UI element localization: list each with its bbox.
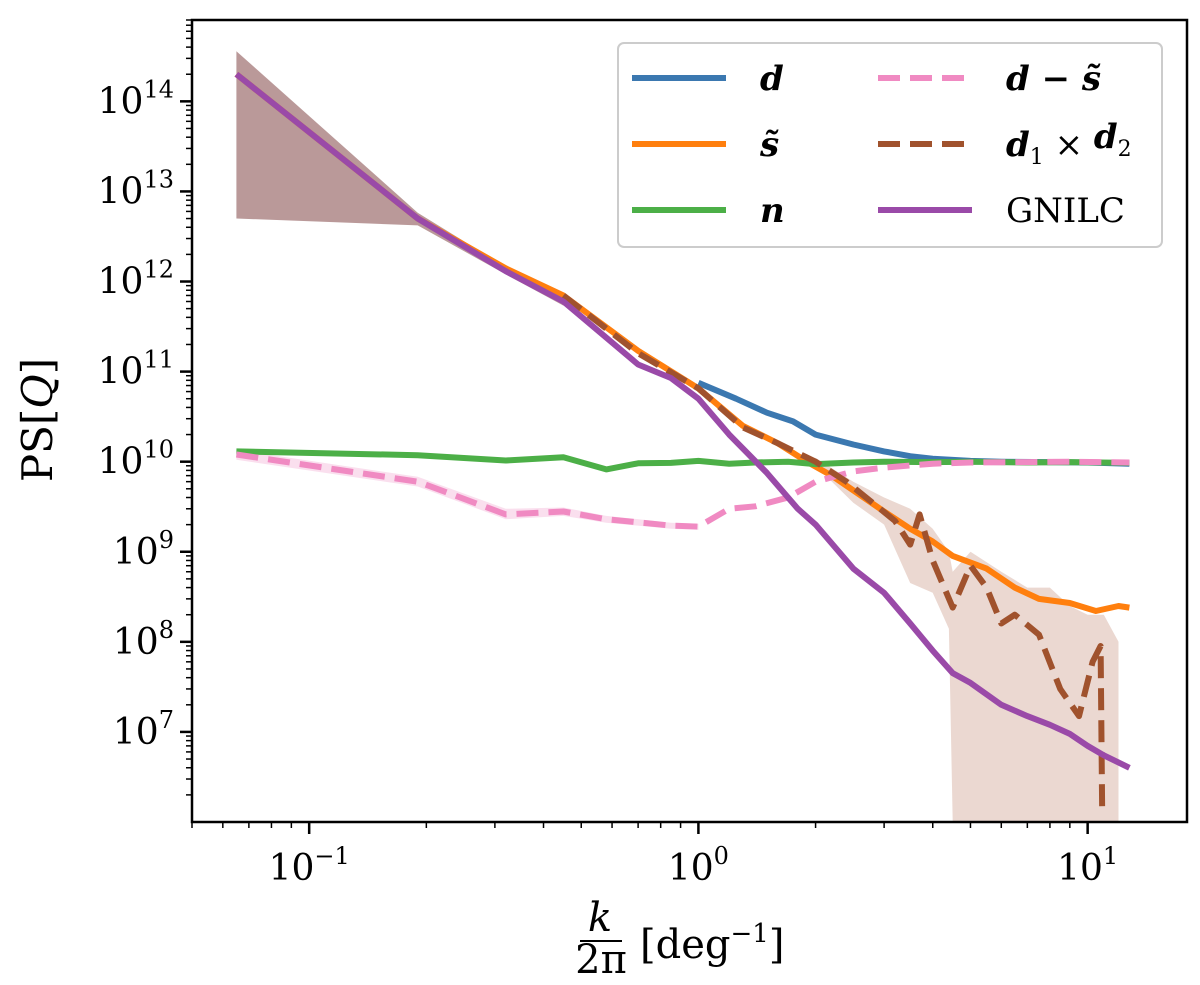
x-tick-label: 100	[668, 842, 729, 889]
x-tick-label-exp: 1	[1103, 842, 1118, 870]
x-tick-label-exp: −1	[314, 842, 349, 870]
y-tick-label: 1013	[98, 165, 174, 212]
y-tick-label-base: 10	[113, 712, 159, 753]
legend-label-part: 1	[1030, 145, 1044, 170]
y-tick-label: 1010	[98, 436, 174, 483]
plot-frame	[190, 18, 1189, 824]
x-axis-label-unit-exp: −1	[731, 919, 769, 949]
series-line-d_minus_s	[235, 451, 1130, 530]
y-tick-label-exp: 7	[159, 706, 174, 734]
x-axis-label-unit: [deg−1]	[640, 919, 784, 968]
y-tick-label-exp: 13	[143, 165, 174, 193]
y-axis-label-var: Q	[13, 374, 62, 408]
legend-label-n: n	[760, 191, 785, 231]
y-tick-label: 1014	[98, 75, 174, 122]
y-tick-label: 1012	[98, 256, 174, 303]
x-tick-label-base: 10	[269, 848, 315, 889]
legend-label-part: 2	[1118, 137, 1132, 162]
legend-label-gnilc: GNILC	[1006, 191, 1125, 231]
legend-label-d: d	[760, 59, 784, 99]
y-tick-label-base: 10	[98, 352, 144, 393]
y-tick-label-exp: 10	[143, 436, 174, 464]
legend-label-part: ×	[1044, 125, 1094, 165]
x-tick-label-exp: 0	[714, 842, 729, 870]
y-tick-label: 108	[113, 616, 174, 663]
y-tick-label-base: 10	[98, 171, 144, 212]
band-gnilc_band_low_k	[236, 51, 564, 306]
y-tick-label-base: 10	[113, 622, 159, 663]
x-axis-label-unit-close: ]	[769, 922, 785, 968]
y-tick-label-exp: 14	[143, 75, 174, 103]
x-tick-label-base: 10	[668, 848, 714, 889]
y-tick-label-exp: 9	[159, 526, 174, 554]
y-tick-label: 109	[113, 526, 174, 573]
series-layer	[234, 71, 1131, 815]
y-tick-label: 1011	[98, 346, 174, 393]
legend-label-s_tilde: s̃	[759, 125, 779, 165]
x-axis-label-numerator: k	[588, 895, 612, 941]
x-axis-label-unit-main: [deg	[640, 922, 731, 968]
y-tick-label-base: 10	[113, 532, 159, 573]
x-tick-label: 10−1	[269, 842, 350, 889]
y-tick-label-exp: 11	[143, 346, 174, 374]
x-tick-label-base: 10	[1057, 848, 1103, 889]
legend-label-part: d	[1094, 117, 1118, 157]
y-axis-label-close: ]	[13, 358, 62, 374]
y-axis-label: PS[Q]	[13, 358, 62, 482]
legend-label-d_minus_s: d − s̃	[1006, 59, 1101, 99]
x-tick-label: 101	[1057, 842, 1118, 889]
y-tick-label-base: 10	[98, 262, 144, 303]
legend-label-d1xd2: d1 × d2	[1006, 117, 1132, 170]
band-d1xd2_band_high_k	[815, 457, 1119, 822]
x-axis-label: k 2π [deg−1]	[575, 895, 784, 983]
y-tick-label-base: 10	[98, 81, 144, 122]
y-tick-label-exp: 8	[159, 616, 174, 644]
series-line-gnilc	[234, 71, 1131, 771]
y-axis-label-main: PS[	[13, 409, 62, 482]
y-tick-label-exp: 12	[143, 256, 174, 284]
legend-label-part: d	[1006, 125, 1030, 165]
x-axis-label-denominator: 2π	[575, 937, 627, 983]
y-tick-label: 107	[113, 706, 174, 753]
y-tick-label-base: 10	[98, 442, 144, 483]
